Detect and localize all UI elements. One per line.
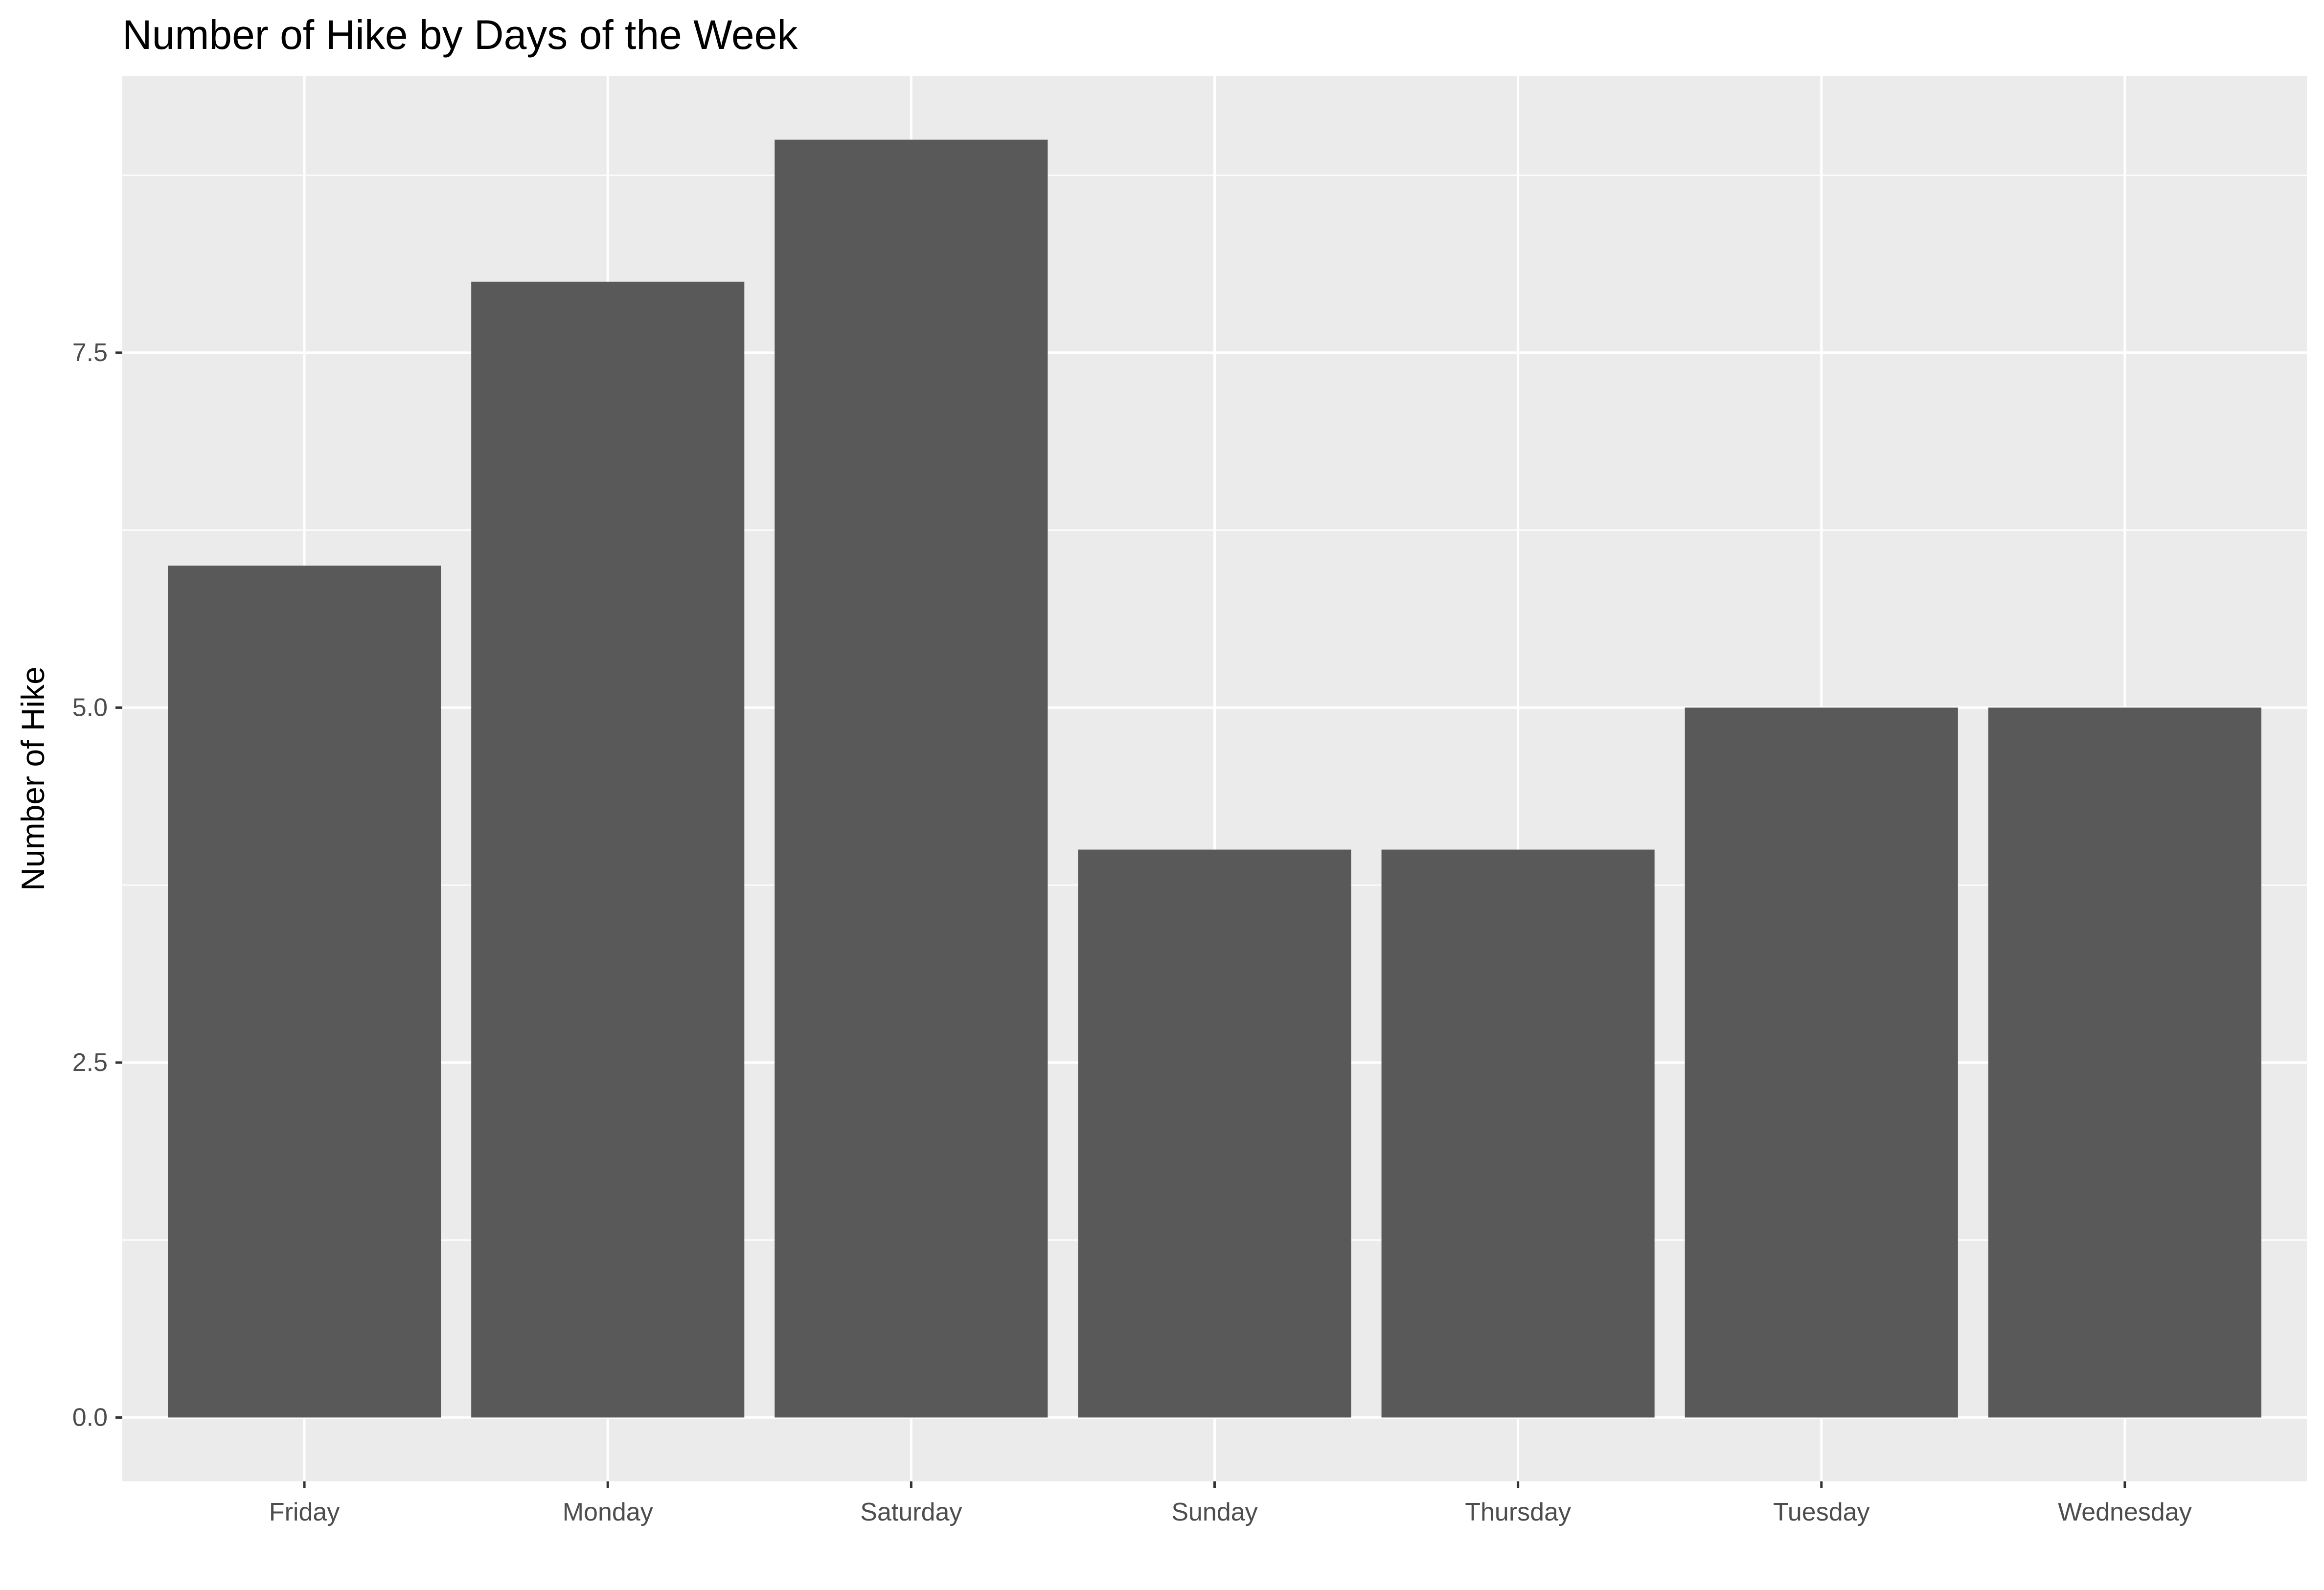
bar-wednesday bbox=[1988, 707, 2261, 1418]
bar-saturday bbox=[775, 139, 1048, 1418]
x-tick-label: Wednesday bbox=[2058, 1498, 2192, 1526]
bar-friday bbox=[168, 566, 441, 1418]
bars bbox=[168, 139, 2261, 1418]
y-tick-label: 5.0 bbox=[72, 693, 108, 722]
y-tick-label: 2.5 bbox=[72, 1048, 108, 1077]
bar-sunday bbox=[1078, 849, 1351, 1418]
bar-tuesday bbox=[1685, 707, 1958, 1418]
x-tick-label: Friday bbox=[269, 1498, 340, 1526]
chart-title: Number of Hike by Days of the Week bbox=[122, 12, 798, 58]
x-tick-label: Monday bbox=[563, 1498, 653, 1526]
y-tick-label: 7.5 bbox=[72, 339, 108, 367]
y-tick-label: 0.0 bbox=[72, 1403, 108, 1431]
x-tick-label: Tuesday bbox=[1773, 1498, 1870, 1526]
y-axis-ticks: 0.0 2.5 5.0 7.5 bbox=[72, 339, 122, 1431]
x-axis-ticks: Friday Monday Saturday Sunday Thursday Tuesda… bbox=[269, 1481, 2192, 1526]
x-tick-label: Thursday bbox=[1465, 1498, 1571, 1526]
x-tick-label: Sunday bbox=[1171, 1498, 1257, 1526]
bar-monday bbox=[471, 281, 745, 1418]
bar-thursday bbox=[1381, 849, 1655, 1418]
y-axis-label: Number of Hike bbox=[15, 666, 51, 891]
x-tick-label: Saturday bbox=[860, 1498, 962, 1526]
